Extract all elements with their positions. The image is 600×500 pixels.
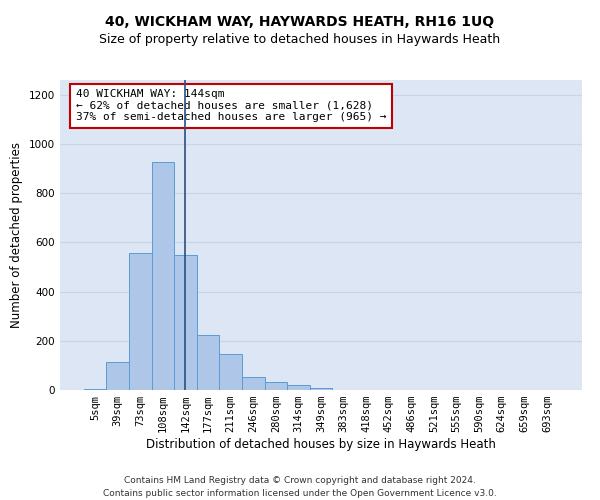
Bar [265,382,287,390]
Bar [287,384,310,390]
X-axis label: Distribution of detached houses by size in Haywards Heath: Distribution of detached houses by size … [146,438,496,451]
Text: Contains HM Land Registry data © Crown copyright and database right 2024.
Contai: Contains HM Land Registry data © Crown c… [103,476,497,498]
Bar [174,255,197,390]
Bar [129,253,152,390]
Bar [310,388,332,390]
Bar [220,354,242,390]
Y-axis label: Number of detached properties: Number of detached properties [10,142,23,328]
Bar [197,336,220,390]
Text: 40 WICKHAM WAY: 144sqm
← 62% of detached houses are smaller (1,628)
37% of semi-: 40 WICKHAM WAY: 144sqm ← 62% of detached… [76,90,386,122]
Text: Size of property relative to detached houses in Haywards Heath: Size of property relative to detached ho… [100,32,500,46]
Bar [106,362,129,390]
Bar [84,389,106,390]
Bar [152,162,174,390]
Bar [242,377,265,390]
Text: 40, WICKHAM WAY, HAYWARDS HEATH, RH16 1UQ: 40, WICKHAM WAY, HAYWARDS HEATH, RH16 1U… [106,15,494,29]
